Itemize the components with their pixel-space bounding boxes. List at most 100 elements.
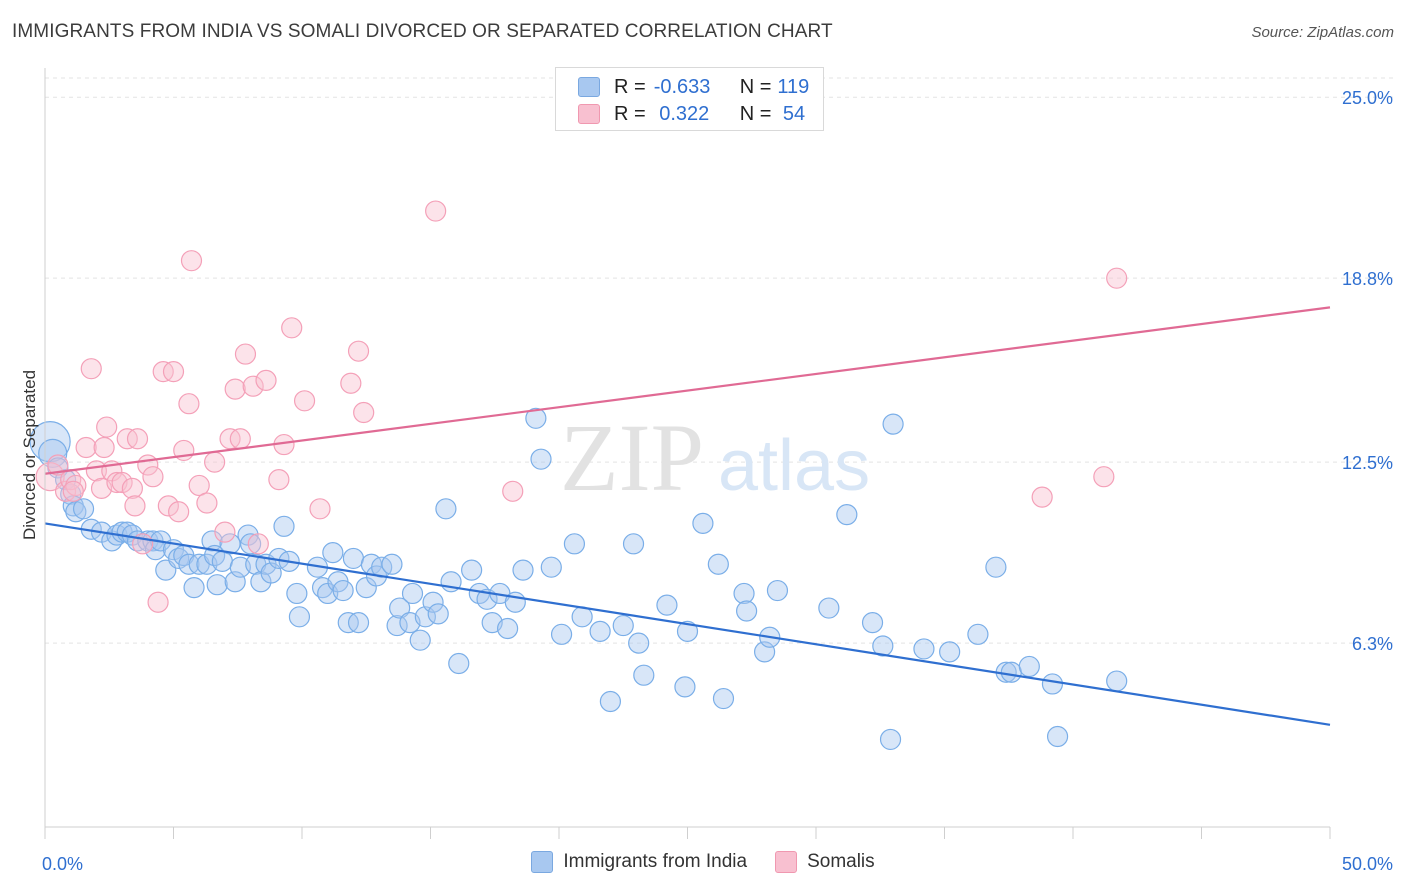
n-value: 119 <box>777 75 810 98</box>
somalis-point <box>247 533 269 555</box>
india-point <box>347 612 370 634</box>
axes <box>44 68 1331 839</box>
india-legend-swatch <box>531 851 554 873</box>
india-swatch <box>578 77 600 97</box>
somalis-swatch <box>578 104 600 124</box>
india-point <box>872 635 894 657</box>
somalis-point <box>180 250 203 272</box>
somalis-point <box>340 372 362 394</box>
n-value: 54 <box>777 102 806 125</box>
somalis-point <box>126 428 149 450</box>
legend-item-india[interactable]: Immigrants from India <box>531 851 747 873</box>
india-point <box>676 620 699 643</box>
somalis-point <box>111 471 133 494</box>
india-point <box>332 579 354 602</box>
india-point <box>628 632 650 654</box>
india-point <box>206 574 228 596</box>
somalis-point <box>1031 486 1053 508</box>
somalis-point <box>80 358 102 380</box>
r-value: 0.322 <box>653 102 710 125</box>
watermark-zip: ZIP <box>560 404 704 511</box>
legend-item-somalis[interactable]: Somalis <box>775 851 875 873</box>
india-point <box>563 533 586 555</box>
india-point <box>229 556 251 578</box>
india-point <box>525 407 547 429</box>
x-tick-label: 0.0% <box>42 854 83 874</box>
india-point <box>766 579 789 602</box>
india-point <box>240 533 262 555</box>
y-tick-label: 6.3% <box>1352 634 1393 654</box>
somalis-point <box>96 416 118 438</box>
india-point <box>707 553 729 575</box>
somalis-point <box>196 492 218 514</box>
india-point <box>879 728 902 751</box>
india-point <box>540 556 562 578</box>
india-point <box>196 553 218 575</box>
legend-label: Immigrants from India <box>563 851 748 872</box>
india-point <box>72 498 95 520</box>
india-point <box>633 664 655 686</box>
india-point <box>497 617 519 640</box>
somalis-point <box>157 495 179 517</box>
somalis-point <box>255 369 277 391</box>
somalis-trend-line <box>44 306 1331 475</box>
india-point <box>401 582 424 605</box>
india-point <box>985 556 1007 578</box>
india-point <box>1106 670 1128 692</box>
india-point <box>622 533 645 555</box>
somalis-point <box>121 477 143 499</box>
series-legend: Immigrants from India Somalis <box>0 851 1406 873</box>
india-point <box>1018 655 1040 678</box>
india-point <box>967 623 989 645</box>
india-point <box>550 623 573 645</box>
n-label: N = <box>739 75 772 98</box>
somalis-point <box>47 454 69 476</box>
r-value: -0.633 <box>653 75 711 98</box>
r-label: R = <box>614 75 646 98</box>
y-tick-label: 12.5% <box>1342 453 1393 473</box>
somalis-point <box>142 466 164 488</box>
r-label: R = <box>614 102 646 125</box>
india-point <box>530 448 552 470</box>
somalis-point <box>502 480 524 502</box>
india-point <box>674 676 696 698</box>
india-point <box>1046 725 1069 748</box>
india-point <box>733 582 755 605</box>
somalis-point <box>425 200 447 222</box>
india-point <box>1041 673 1064 695</box>
y-axis-label: Divorced or Separated <box>20 370 39 540</box>
somalis-point <box>93 436 115 459</box>
somalis-point <box>54 480 77 502</box>
india-point <box>38 438 68 468</box>
somalis-point <box>62 480 84 502</box>
india-point <box>183 577 205 599</box>
n-label: N = <box>739 102 772 125</box>
somalis-point <box>35 462 65 492</box>
legend-label: Somalis <box>807 851 875 872</box>
india-point <box>736 600 758 622</box>
india-point <box>381 553 403 575</box>
india-point <box>322 541 344 564</box>
somalis-point <box>224 378 246 400</box>
india-point <box>599 690 622 713</box>
india-point <box>389 597 411 619</box>
somalis-point <box>293 390 316 412</box>
india-point <box>435 498 457 520</box>
india-point <box>612 614 634 637</box>
india-point <box>939 641 961 663</box>
y-tick-label: 18.8% <box>1342 269 1393 289</box>
somalis-point <box>75 436 97 459</box>
stats-legend: R = -0.633 N = 119 R = 0.322 N = 54 <box>555 67 824 131</box>
india-point <box>589 620 611 643</box>
india-point <box>712 687 735 710</box>
somalis-point <box>268 469 290 491</box>
somalis-point <box>1093 466 1115 488</box>
india-point <box>692 512 714 535</box>
somalis-point <box>214 521 236 543</box>
india-point <box>836 504 858 526</box>
somalis-point <box>162 361 185 383</box>
india-point <box>386 614 408 637</box>
india-point <box>448 652 470 675</box>
somalis-point <box>147 591 169 613</box>
